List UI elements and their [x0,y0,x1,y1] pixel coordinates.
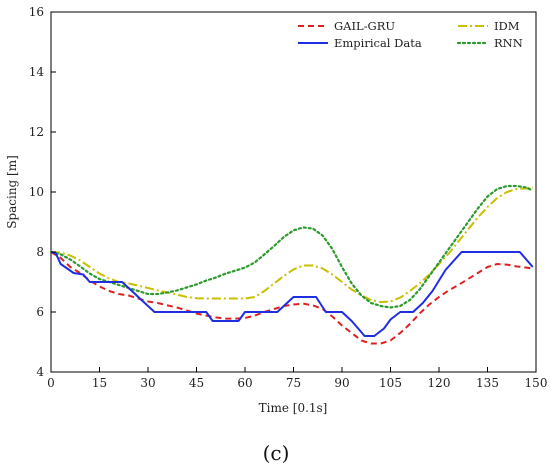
y-tick-label: 8 [36,245,44,259]
series-line-rnn [49,184,534,309]
x-tick-label: 150 [525,376,548,390]
y-tick-label: 6 [36,305,44,319]
legend-label: GAIL-GRU [334,19,395,33]
series-line-idm [50,186,533,304]
y-tick-label: 12 [29,125,44,139]
series-layer [49,184,534,345]
y-axis: 4 6 8 10 12 14 16 [29,5,56,379]
series-line-gail-gru [50,251,533,345]
x-tick-label: 0 [47,376,55,390]
y-tick-label: 4 [36,365,44,379]
y-tick-label: 16 [29,5,44,19]
x-tick-label: 45 [189,376,204,390]
legend-label: IDM [494,19,520,33]
y-tick-label: 14 [29,65,45,79]
x-tick-label: 30 [140,376,155,390]
legend-label: RNN [494,36,523,50]
x-axis-label: Time [0.1s] [259,401,328,415]
series-line-empirical-data [50,251,534,337]
legend: GAIL-GRU Empirical Data IDM RNN [298,19,523,50]
x-tick-label: 60 [237,376,252,390]
legend-label: Empirical Data [334,36,422,50]
x-tick-label: 90 [334,376,349,390]
x-tick-label: 75 [286,376,301,390]
x-tick-label: 135 [476,376,499,390]
x-tick-label: 15 [92,376,107,390]
plot-area: 0 15 30 45 60 75 90 105 120 135 150 4 6 8 10 12 14 16 [29,5,548,390]
panel-label: (c) [263,441,290,465]
x-tick-label: 105 [379,376,402,390]
x-axis: 0 15 30 45 60 75 90 105 120 135 150 [47,367,547,390]
y-tick-label: 10 [29,185,44,199]
x-tick-label: 120 [428,376,451,390]
y-axis-label: Spacing [m] [5,155,19,229]
plot-frame [50,11,537,373]
